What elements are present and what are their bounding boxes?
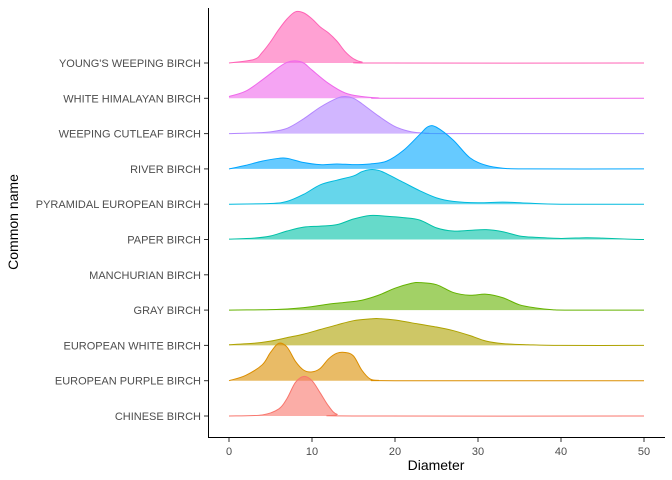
x-tick-label: 30: [472, 446, 484, 458]
y-tick-label-weeping-cutleaf-birch: WEEPING CUTLEAF BIRCH: [59, 129, 201, 141]
ridge-area-paper-birch: [229, 215, 644, 240]
ridge-line-european-white-birch: [228, 318, 645, 346]
y-tick-label-young-s-weeping-birch: YOUNG'S WEEPING BIRCH: [59, 58, 201, 70]
ridge-area-pyramidal-european-birch: [229, 169, 644, 205]
y-tick-label-european-white-birch: EUROPEAN WHITE BIRCH: [63, 340, 201, 352]
ridge-line-river-birch: [228, 125, 645, 170]
y-tick-label-chinese-birch: CHINESE BIRCH: [115, 411, 201, 423]
ridge-line-white-himalayan-birch: [228, 60, 645, 99]
ridge-area-young-s-weeping-birch: [229, 11, 644, 64]
ridge-line-gray-birch: [228, 281, 645, 311]
ridges-layer: [228, 10, 645, 417]
y-tick-label-european-purple-birch: EUROPEAN PURPLE BIRCH: [55, 376, 201, 388]
y-tick-label-gray-birch: GRAY BIRCH: [134, 305, 201, 317]
ridge-line-paper-birch: [228, 214, 645, 240]
y-axis-title: Common name: [5, 174, 21, 270]
x-tick-label: 0: [226, 446, 232, 458]
x-tick-label: 50: [638, 446, 650, 458]
ridge-area-european-white-birch: [229, 318, 644, 346]
y-tick-label-pyramidal-european-birch: PYRAMIDAL EUROPEAN BIRCH: [36, 199, 201, 211]
x-tick-label: 10: [306, 446, 318, 458]
x-ticks: 0 10 20 30 40 50: [226, 438, 650, 458]
ridge-area-european-purple-birch: [229, 343, 644, 381]
ridge-line-chinese-birch: [228, 375, 645, 417]
ridge-line-european-purple-birch: [228, 342, 645, 382]
ridge-area-gray-birch: [229, 282, 644, 311]
axes-layer: [208, 8, 665, 438]
y-tick-label-manchurian-birch: MANCHURIAN BIRCH: [89, 270, 201, 282]
ridge-area-weeping-cutleaf-birch: [229, 96, 644, 134]
ridge-area-white-himalayan-birch: [229, 60, 644, 99]
x-tick-label: 20: [389, 446, 401, 458]
x-axis-title: Diameter: [408, 457, 465, 473]
y-tick-label-paper-birch: PAPER BIRCH: [127, 235, 201, 247]
ridge-line-young-s-weeping-birch: [228, 10, 645, 64]
y-tick-label-white-himalayan-birch: WHITE HIMALAYAN BIRCH: [63, 93, 201, 105]
ridge-area-river-birch: [229, 125, 644, 169]
y-tick-label-river-birch: RIVER BIRCH: [130, 164, 201, 176]
y-ticks: CHINESE BIRCH EUROPEAN PURPLE BIRCH EUROPE…: [36, 58, 208, 423]
ridge-area-chinese-birch: [229, 376, 644, 417]
ridge-line-pyramidal-european-birch: [228, 169, 645, 205]
x-tick-label: 40: [555, 446, 567, 458]
